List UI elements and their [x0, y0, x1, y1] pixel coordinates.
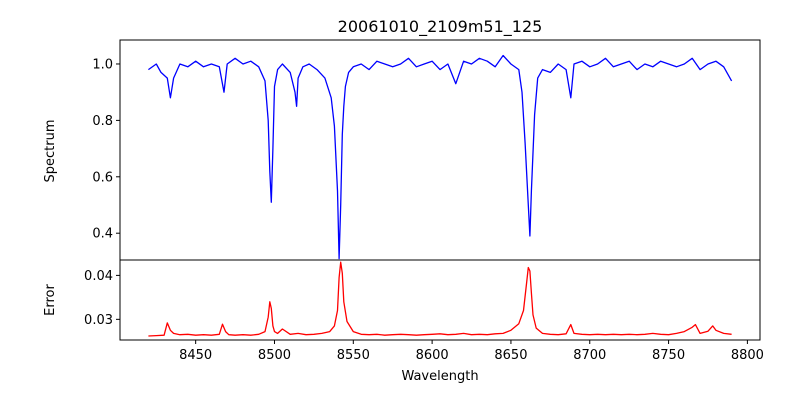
error-x-tick-label: 8700: [573, 348, 606, 363]
error-x-tick-label: 8750: [652, 348, 685, 363]
error-panel: Error Wavelength 0.03 0.04 8450 8500 8550 86…: [43, 259, 764, 384]
chart-title: 20061010_2109m51_125: [338, 17, 543, 37]
error-y-ticks: 0.03 0.04: [84, 269, 120, 328]
error-plot-area: [148, 261, 732, 337]
spectrum-panel: 20061010_2109m51_125 Spectrum 0.4 0.6 0.8 1…: [43, 17, 761, 261]
error-y-axis-label: Error: [43, 284, 58, 316]
error-x-tick-label: 8600: [416, 348, 449, 363]
error-x-axis-label: Wavelength: [401, 369, 478, 384]
spectrum-y-tick-label: 0.4: [92, 227, 113, 242]
error-y-tick-label: 0.04: [84, 269, 113, 284]
spectrum-y-tick-label: 0.6: [92, 170, 113, 185]
error-x-tick-label: 8550: [337, 348, 370, 363]
error-series-line: [148, 261, 732, 337]
error-x-ticks: 8450 8500 8550 8600 8650 8700 8750 8800: [179, 340, 764, 363]
spectrum-y-tick-label: 0.8: [92, 114, 113, 129]
spectrum-y-ticks: 0.4 0.6 0.8 1.0: [92, 57, 120, 242]
error-x-tick-label: 8650: [494, 348, 527, 363]
error-x-tick-label: 8500: [258, 348, 291, 363]
spectrum-y-axis-label: Spectrum: [43, 120, 58, 183]
error-axes-frame: [119, 259, 761, 341]
spectrum-plot-area: [148, 54, 733, 260]
error-x-tick-label: 8800: [731, 348, 764, 363]
spectrum-series-line: [148, 54, 733, 260]
error-x-tick-label: 8450: [179, 348, 212, 363]
error-y-tick-label: 0.03: [84, 313, 113, 328]
spectrum-y-tick-label: 1.0: [92, 57, 113, 72]
